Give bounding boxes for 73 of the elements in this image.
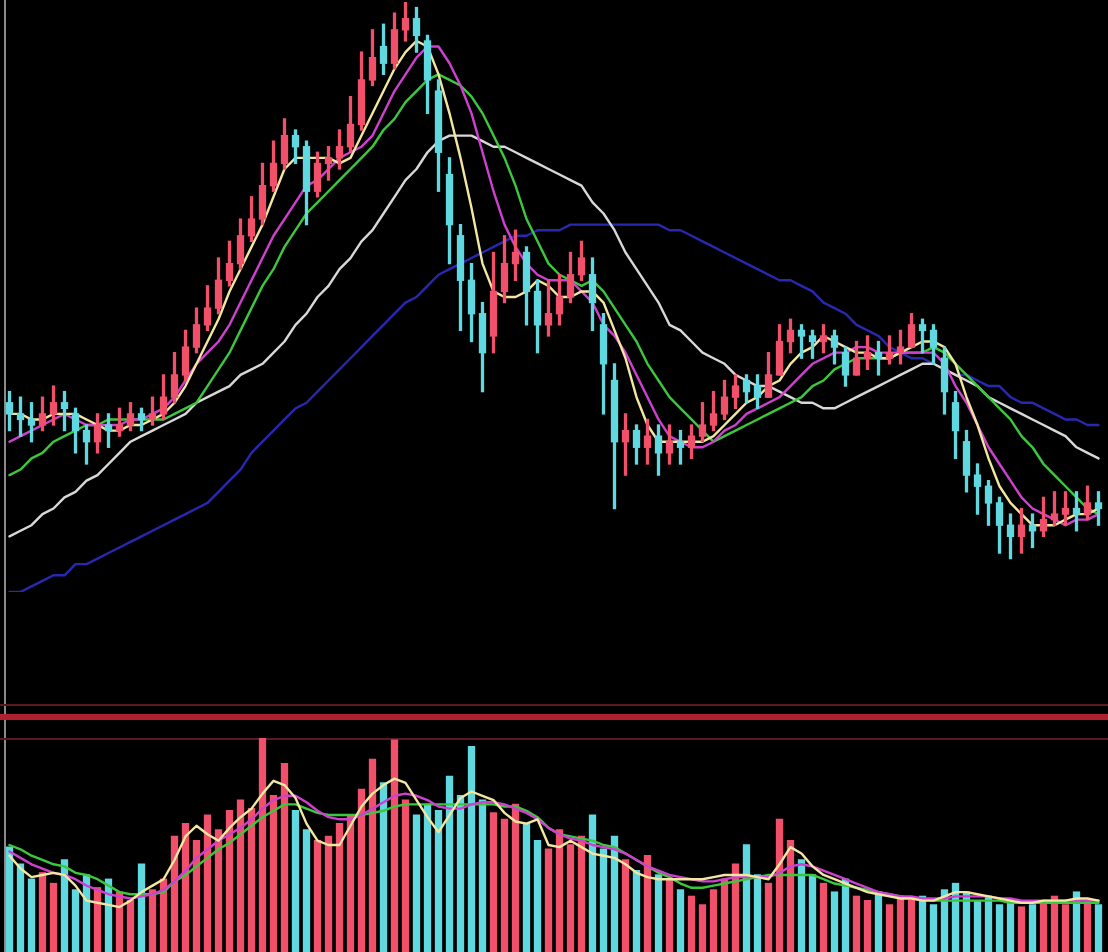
bar (632, 870, 641, 952)
bar (665, 878, 674, 952)
bar (676, 889, 685, 952)
bar (412, 814, 421, 952)
bar (38, 872, 47, 952)
bar (687, 895, 696, 952)
bar (500, 818, 509, 952)
bar (16, 863, 25, 952)
bar (445, 775, 454, 952)
bar (5, 846, 14, 952)
bar (995, 904, 1004, 952)
bar (830, 891, 839, 952)
bar (456, 795, 465, 952)
bar (258, 738, 267, 952)
bar (599, 848, 608, 952)
bar (973, 899, 982, 952)
bar (808, 874, 817, 952)
bar (654, 874, 663, 952)
bar (269, 795, 278, 952)
bar (764, 882, 773, 952)
bar (357, 788, 366, 952)
bar (544, 848, 553, 952)
bar (214, 829, 223, 952)
bar (1094, 904, 1103, 952)
bar (71, 889, 80, 952)
bar (1061, 904, 1070, 952)
bar (434, 810, 443, 952)
bar (907, 899, 916, 952)
bar (379, 782, 388, 952)
bar (203, 814, 212, 952)
bar (27, 878, 36, 952)
bar (852, 895, 861, 952)
bar (291, 810, 300, 952)
bar (324, 835, 333, 952)
bar (929, 904, 938, 952)
bar (489, 812, 498, 952)
bar (863, 899, 872, 952)
bar (742, 844, 751, 952)
bar (302, 829, 311, 952)
bar (511, 803, 520, 952)
bar (390, 739, 399, 952)
bar (753, 874, 762, 952)
bar (698, 904, 707, 952)
bar (522, 822, 531, 952)
bar (423, 803, 432, 952)
bar (720, 878, 729, 952)
bar (368, 758, 377, 952)
bar (533, 840, 542, 952)
bar (555, 829, 564, 952)
bar (588, 814, 597, 952)
bar (478, 799, 487, 952)
bar (236, 799, 245, 952)
bar (709, 889, 718, 952)
bar (1028, 904, 1037, 952)
bar (566, 844, 575, 952)
bar (192, 840, 201, 952)
bar (819, 882, 828, 952)
bar (797, 859, 806, 952)
bar (621, 859, 630, 952)
bar (610, 835, 619, 952)
bar (401, 799, 410, 952)
bar (49, 882, 58, 952)
bar (60, 859, 69, 952)
bar (148, 889, 157, 952)
bar (1017, 906, 1026, 952)
bar (885, 904, 894, 952)
bar (467, 745, 476, 952)
bar (643, 855, 652, 952)
bar (280, 763, 289, 952)
bar (126, 899, 135, 952)
bar (247, 807, 256, 952)
bar (335, 822, 344, 952)
bar (313, 840, 322, 952)
